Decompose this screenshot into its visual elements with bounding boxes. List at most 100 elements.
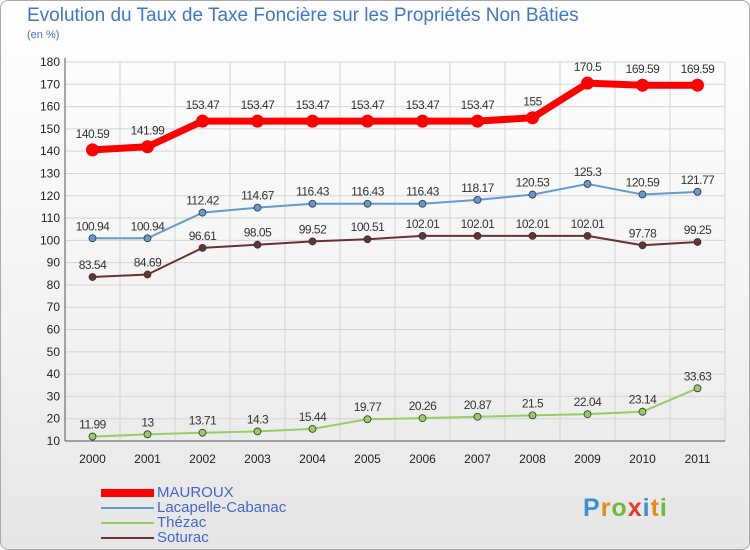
data-point bbox=[581, 76, 594, 90]
legend-entry-Thézac: Thézac bbox=[157, 514, 207, 531]
data-point bbox=[198, 428, 207, 437]
logo-letter: r bbox=[600, 494, 612, 522]
data-point bbox=[636, 78, 649, 92]
series-line-Thézac bbox=[91, 387, 699, 438]
data-label: 100.94 bbox=[131, 219, 166, 233]
data-point bbox=[253, 240, 262, 249]
data-point bbox=[306, 114, 319, 128]
data-label: 153.47 bbox=[406, 98, 441, 112]
data-point bbox=[528, 411, 537, 420]
data-point bbox=[361, 114, 374, 128]
data-label: 102.01 bbox=[406, 217, 441, 231]
y-tick-label: 60 bbox=[47, 323, 61, 337]
series-line-Soturac bbox=[91, 234, 699, 279]
data-label: 140.59 bbox=[76, 127, 111, 141]
data-label: 99.25 bbox=[684, 223, 712, 237]
data-point bbox=[418, 414, 427, 423]
y-tick-label: 70 bbox=[47, 300, 61, 314]
data-label: 121.77 bbox=[681, 173, 716, 187]
data-point bbox=[198, 208, 207, 217]
data-label: 116.43 bbox=[296, 185, 330, 199]
data-label: 120.59 bbox=[626, 175, 661, 189]
chart-subtitle: (en %) bbox=[27, 29, 60, 41]
data-label: 22.04 bbox=[574, 395, 602, 409]
data-point bbox=[141, 140, 154, 154]
data-label: 169.59 bbox=[626, 62, 661, 76]
logo-letter: i bbox=[659, 494, 668, 522]
data-label: 102.01 bbox=[516, 217, 551, 231]
y-tick-label: 110 bbox=[41, 211, 60, 225]
data-point bbox=[473, 231, 482, 240]
data-label: 100.51 bbox=[351, 220, 386, 234]
x-tick-label: 2005 bbox=[354, 452, 381, 466]
data-point bbox=[363, 235, 372, 244]
data-point bbox=[638, 407, 647, 416]
y-tick-label: 20 bbox=[47, 412, 61, 426]
chart-title: Evolution du Taux de Taxe Foncière sur l… bbox=[27, 5, 579, 26]
legend-entry-Lacapelle-Cabanac: Lacapelle-Cabanac bbox=[157, 499, 287, 516]
data-point bbox=[418, 231, 427, 240]
data-label: 169.59 bbox=[681, 62, 716, 76]
data-label: 96.61 bbox=[189, 229, 217, 243]
proxiti-logo: Proxiti bbox=[583, 494, 668, 523]
data-label: 98.05 bbox=[244, 226, 272, 240]
y-tick-label: 90 bbox=[47, 256, 61, 270]
x-tick-label: 2002 bbox=[189, 452, 216, 466]
data-label: 141.99 bbox=[131, 124, 166, 138]
data-label: 153.47 bbox=[461, 98, 496, 112]
data-point bbox=[691, 78, 704, 92]
data-point bbox=[143, 270, 152, 279]
data-point bbox=[86, 143, 99, 157]
data-point bbox=[583, 410, 592, 419]
data-label: 23.14 bbox=[629, 393, 657, 407]
data-label: 13 bbox=[141, 415, 154, 429]
logo-letter: P bbox=[583, 494, 601, 522]
data-point bbox=[583, 180, 592, 188]
data-label: 102.01 bbox=[571, 217, 606, 231]
y-tick-label: 150 bbox=[40, 122, 60, 136]
data-point bbox=[528, 231, 537, 240]
data-label: 116.43 bbox=[351, 185, 385, 199]
y-tick-label: 120 bbox=[40, 189, 60, 203]
data-label: 33.63 bbox=[684, 369, 712, 383]
data-label: 153.47 bbox=[296, 98, 331, 112]
data-label: 125.3 bbox=[574, 165, 602, 179]
data-label: 14.3 bbox=[247, 412, 269, 426]
logo-letter: x bbox=[627, 494, 643, 522]
y-tick-label: 40 bbox=[47, 367, 61, 381]
data-point bbox=[143, 234, 152, 243]
data-point bbox=[416, 114, 429, 128]
data-point bbox=[583, 231, 592, 240]
legend-entry-MAUROUX: MAUROUX bbox=[157, 484, 234, 501]
legend-entry-Soturac: Soturac bbox=[157, 529, 209, 546]
data-point bbox=[88, 234, 97, 243]
x-tick-label: 2007 bbox=[464, 452, 491, 466]
y-tick-label: 130 bbox=[40, 166, 60, 180]
data-point bbox=[473, 195, 482, 204]
x-tick-label: 2008 bbox=[519, 452, 546, 466]
data-label: 100.94 bbox=[76, 219, 111, 233]
x-tick-label: 2006 bbox=[409, 452, 436, 466]
data-label: 21.5 bbox=[522, 396, 544, 410]
data-point bbox=[253, 203, 262, 212]
data-label: 118.17 bbox=[461, 181, 495, 195]
data-point bbox=[198, 244, 207, 252]
series-line-MAUROUX bbox=[89, 79, 701, 154]
data-point bbox=[363, 199, 372, 208]
data-label: 114.67 bbox=[241, 189, 275, 203]
x-tick-label: 2010 bbox=[629, 452, 656, 466]
data-label: 11.99 bbox=[79, 418, 106, 432]
data-label: 20.87 bbox=[464, 398, 492, 412]
data-label: 155 bbox=[523, 95, 542, 109]
data-label: 153.47 bbox=[351, 98, 386, 112]
y-tick-label: 100 bbox=[40, 233, 60, 247]
y-tick-label: 30 bbox=[47, 389, 61, 403]
logo-letter: o bbox=[611, 494, 628, 522]
data-label: 116.43 bbox=[406, 185, 440, 199]
y-tick-label: 50 bbox=[47, 345, 61, 359]
data-point bbox=[693, 238, 702, 246]
data-point bbox=[143, 430, 152, 439]
data-point bbox=[473, 412, 482, 421]
